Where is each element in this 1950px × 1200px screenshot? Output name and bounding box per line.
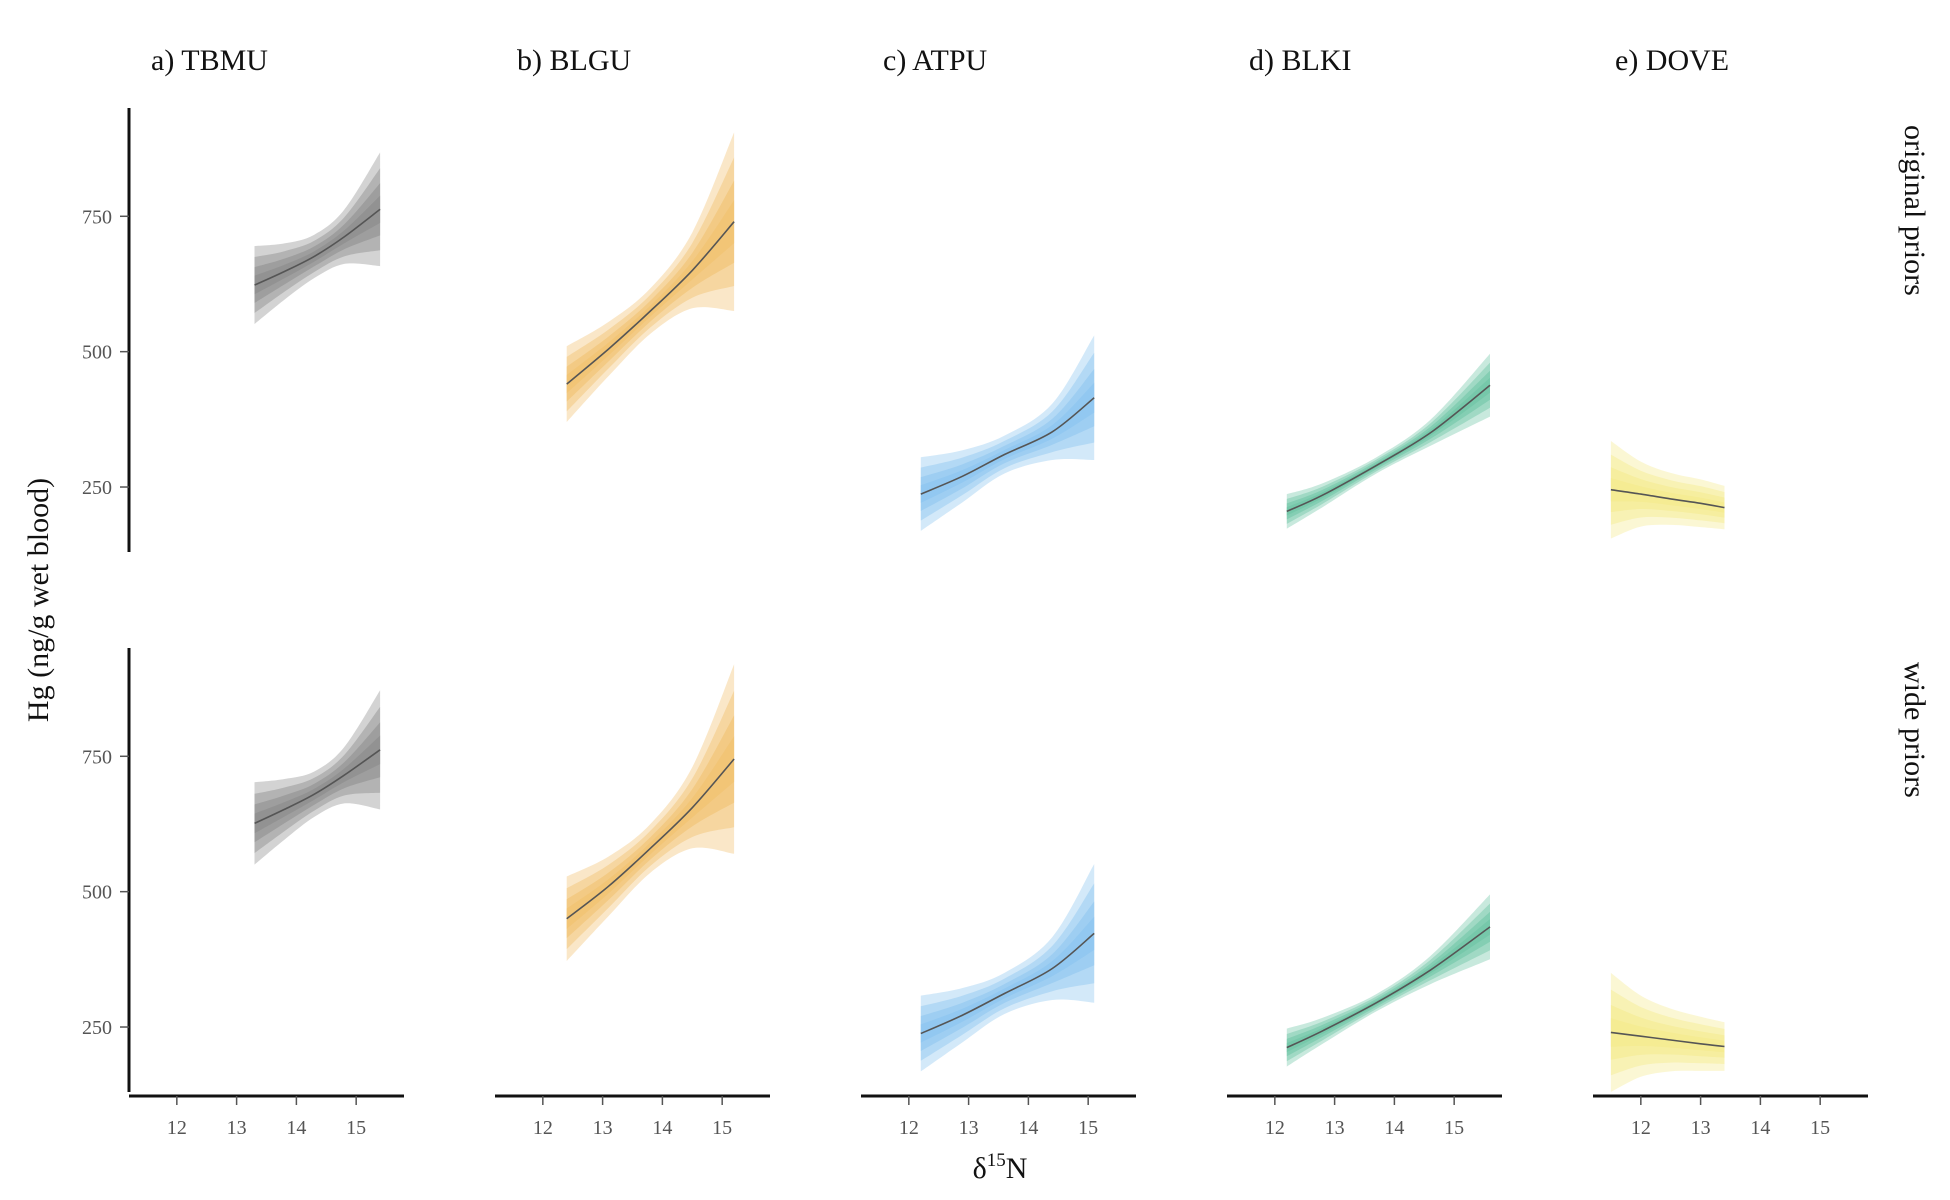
x-tick-label-14-panel-4: 14 [1384, 1117, 1404, 1139]
x-tick-label-12-panel-1: 12 [167, 1117, 187, 1139]
x-tick-label-13-panel-5: 13 [1691, 1117, 1711, 1139]
y-tick-label-250-row-1: 250 [82, 477, 112, 499]
median-line-panel-1-row-1 [254, 208, 381, 286]
panel-title-4: d) BLKI [1249, 44, 1351, 77]
x-tick-label-14-panel-5: 14 [1750, 1117, 1770, 1139]
x-tick-label-15-panel-1: 15 [346, 1117, 366, 1139]
panel-title-3: c) ATPU [883, 44, 988, 77]
band-4-panel-1-row-1 [254, 195, 381, 295]
x-tick-label-12-panel-5: 12 [1631, 1117, 1651, 1139]
x-tick-label-15-panel-5: 15 [1810, 1117, 1830, 1139]
median-line-panel-2-row-1 [566, 221, 735, 385]
y-axis-title: Hg (ng/g wet blood) [22, 478, 55, 722]
median-line-panel-5-row-1 [1610, 488, 1725, 509]
band-4-panel-2-row-1 [566, 200, 735, 394]
x-tick-label-15-panel-3: 15 [1078, 1117, 1098, 1139]
x-tick-label-13-panel-4: 13 [1325, 1117, 1345, 1139]
x-tick-label-14-panel-2: 14 [652, 1117, 672, 1139]
median-line-panel-2-row-2 [566, 758, 735, 920]
x-tick-label-14-panel-3: 14 [1018, 1117, 1038, 1139]
band-4-panel-2-row-2 [566, 736, 735, 929]
median-line-panel-3-row-1 [920, 397, 1095, 495]
row-label-2: wide priors [1898, 662, 1931, 798]
median-line-panel-1-row-2 [254, 749, 381, 825]
median-line-panel-3-row-2 [920, 932, 1095, 1035]
panel-title-5: e) DOVE [1615, 44, 1729, 77]
x-tick-label-15-panel-4: 15 [1444, 1117, 1464, 1139]
x-tick-label-12-panel-4: 12 [1265, 1117, 1285, 1139]
band-4-panel-3-row-1 [920, 382, 1095, 503]
x-tick-label-13-panel-3: 13 [959, 1117, 979, 1139]
y-tick-label-750-row-2: 750 [82, 746, 112, 768]
x-tick-label-12-panel-3: 12 [899, 1117, 919, 1139]
median-line-panel-4-row-2 [1286, 926, 1491, 1049]
y-tick-label-500-row-2: 500 [82, 882, 112, 904]
x-tick-label-13-panel-1: 13 [227, 1117, 247, 1139]
x-tick-label-14-panel-1: 14 [286, 1117, 306, 1139]
x-tick-label-15-panel-2: 15 [712, 1117, 732, 1139]
band-4-panel-5-row-1 [1610, 478, 1725, 513]
y-tick-label-500-row-1: 500 [82, 342, 112, 364]
x-tick-label-12-panel-2: 12 [533, 1117, 553, 1139]
median-line-panel-5-row-2 [1610, 1031, 1725, 1048]
x-tick-label-13-panel-2: 13 [593, 1117, 613, 1139]
y-tick-label-250-row-2: 250 [82, 1017, 112, 1039]
band-4-panel-3-row-2 [920, 916, 1095, 1043]
row-label-1: original priors [1898, 125, 1931, 296]
panel-title-1: a) TBMU [151, 44, 268, 77]
y-tick-label-750-row-1: 750 [82, 206, 112, 228]
panels-layer: a) TBMU b) BLGU c) ATPU d) BLKI e) DOVE origi… [82, 44, 1931, 1139]
median-line-panel-4-row-1 [1286, 384, 1491, 513]
panel-title-2: b) BLGU [517, 44, 631, 77]
x-axis-title: δ15N [973, 1150, 1028, 1185]
band-3-panel-4-row-2 [1286, 911, 1490, 1057]
